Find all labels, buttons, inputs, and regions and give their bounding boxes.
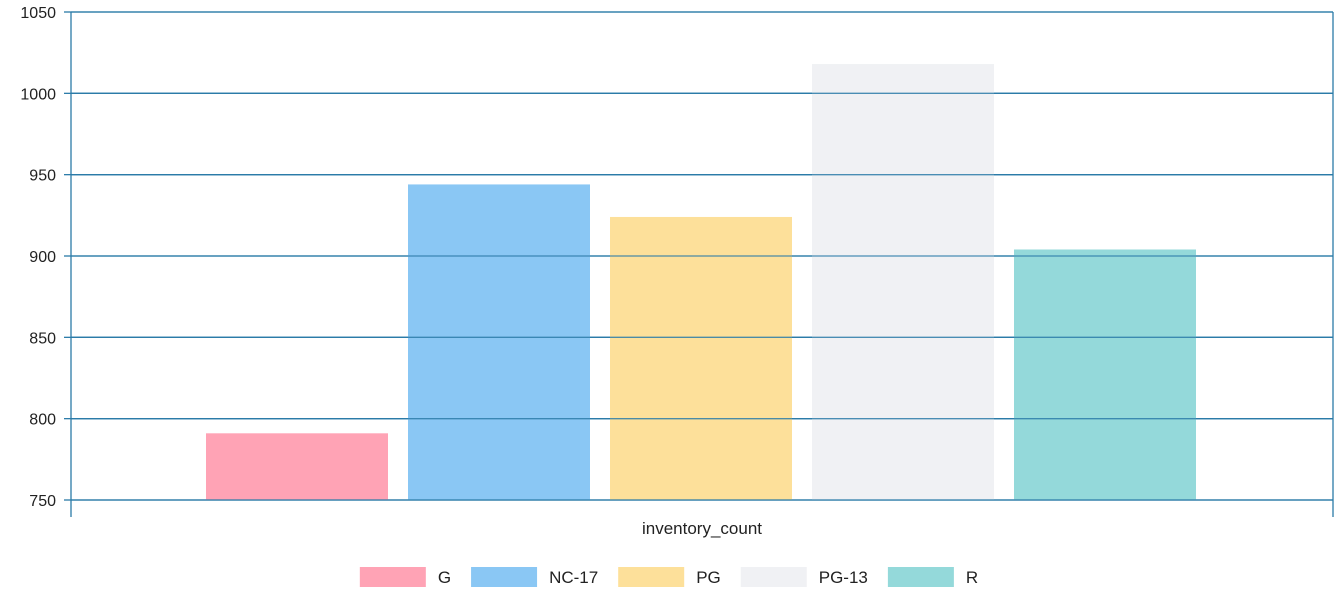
bar-nc-17[interactable] [408,184,590,500]
legend-label-r[interactable]: R [966,568,978,587]
legend-swatch-g[interactable] [359,567,426,587]
legend-swatch-nc-17[interactable] [471,567,538,587]
bar-pg-13[interactable] [812,64,994,500]
legend-label-pg-13[interactable]: PG-13 [819,568,868,587]
y-tick-label: 950 [29,168,56,185]
bar-r[interactable] [1014,249,1196,500]
y-tick-label: 750 [29,493,56,510]
legend-label-g[interactable]: G [438,568,451,587]
bars [71,11,1333,500]
y-tick-label: 800 [29,412,56,429]
legend-label-nc-17[interactable]: NC-17 [549,568,598,587]
legend-swatch-pg[interactable] [618,567,685,587]
bar-g[interactable] [206,433,388,500]
y-tick-label: 850 [29,330,56,347]
legend-swatch-r[interactable] [887,567,954,587]
x-axis-label: inventory_count [642,519,762,538]
bar-pg[interactable] [610,216,792,500]
axes [70,12,1334,517]
y-axis-ticks: 750 800 850 900 950 1000 1050 [20,5,71,510]
y-tick-label: 900 [29,249,56,266]
y-tick-label: 1050 [20,5,56,22]
legend-swatch-pg-13[interactable] [740,567,807,587]
legend-label-pg[interactable]: PG [696,568,721,587]
y-tick-label: 1000 [20,86,56,103]
legend: G NC-17 PG PG-13 R [359,567,978,587]
